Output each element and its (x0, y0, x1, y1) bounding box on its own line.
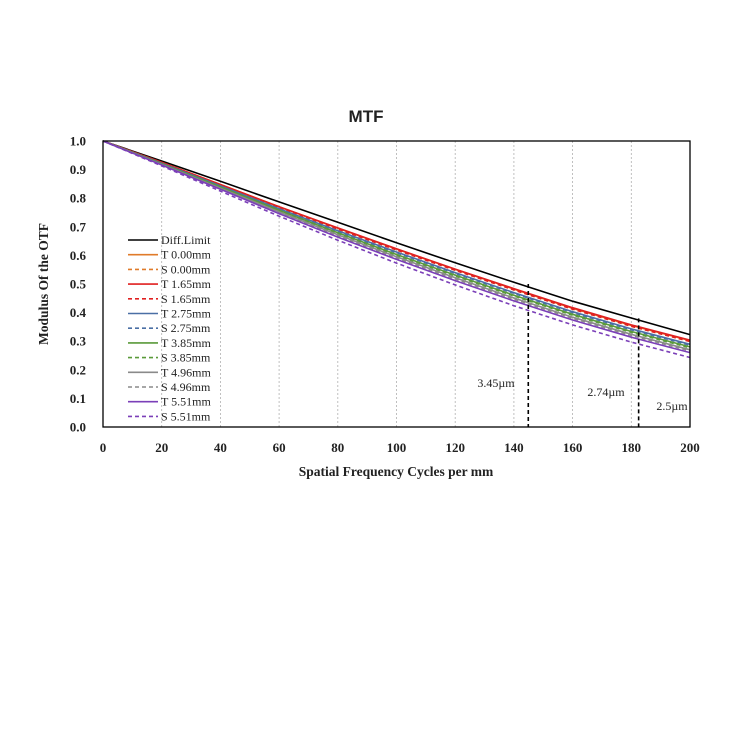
legend-label: S 4.96mm (161, 380, 211, 394)
series-line (102, 140, 691, 346)
x-tick-label: 60 (273, 440, 286, 455)
legend-label: T 1.65mm (161, 277, 211, 291)
legend-label: S 1.65mm (161, 292, 211, 306)
plot-frame (102, 140, 691, 428)
legend-label: T 0.00mm (161, 248, 211, 262)
legend-label: T 3.85mm (161, 336, 211, 350)
x-tick-label: 120 (445, 440, 465, 455)
y-tick-label: 0.3 (70, 334, 87, 349)
series-line (102, 140, 691, 346)
y-axis-ticks: 0.0 0.1 0.2 0.3 0.4 0.5 0.6 0.7 0.8 0.9 1.0 (70, 134, 87, 435)
x-tick-label: 40 (214, 440, 227, 455)
y-tick-label: 0.9 (70, 162, 87, 177)
grid-lines (161, 141, 632, 427)
y-tick-label: 0.7 (70, 219, 87, 234)
legend-label: T 4.96mm (161, 365, 211, 379)
x-axis-label: Spatial Frequency Cycles per mm (299, 464, 494, 479)
legend-label: S 0.00mm (161, 262, 211, 276)
annotation-label: 2.5µm (656, 399, 688, 413)
y-axis-label: Modulus Of the OTF (36, 223, 51, 345)
annotations: 3.45µm 2.74µm 2.5µm (477, 284, 688, 427)
y-tick-label: 0.6 (70, 248, 87, 263)
y-tick-label: 0.8 (70, 191, 87, 206)
x-tick-label: 100 (387, 440, 407, 455)
x-tick-label: 180 (622, 440, 642, 455)
x-tick-label: 0 (100, 440, 107, 455)
legend-label: S 2.75mm (161, 321, 211, 335)
series-line (102, 140, 691, 354)
x-tick-label: 80 (331, 440, 344, 455)
series-lines (102, 140, 691, 359)
x-axis-ticks: 0 20 40 60 80 100 120 140 160 180 200 (100, 440, 700, 455)
legend-label: S 3.85mm (161, 351, 211, 365)
y-tick-label: 1.0 (70, 134, 86, 149)
series-line (102, 140, 691, 341)
y-tick-label: 0.2 (70, 362, 86, 377)
series-line (102, 140, 691, 336)
legend-label: T 5.51mm (161, 395, 211, 409)
x-tick-label: 20 (155, 440, 168, 455)
chart-title: MTF (349, 107, 384, 126)
x-tick-label: 140 (504, 440, 524, 455)
legend-label: S 5.51mm (161, 409, 211, 423)
series-line (102, 140, 691, 359)
x-tick-label: 200 (680, 440, 700, 455)
y-tick-label: 0.1 (70, 391, 86, 406)
y-tick-label: 0.0 (70, 420, 86, 435)
y-tick-label: 0.5 (70, 277, 87, 292)
y-tick-label: 0.4 (70, 305, 87, 320)
annotation-label: 2.74µm (587, 385, 625, 399)
legend-label: T 2.75mm (161, 307, 211, 321)
annotation-label: 3.45µm (477, 376, 515, 390)
series-line (102, 140, 691, 343)
x-tick-label: 160 (563, 440, 583, 455)
legend-label: Diff.Limit (161, 233, 211, 247)
